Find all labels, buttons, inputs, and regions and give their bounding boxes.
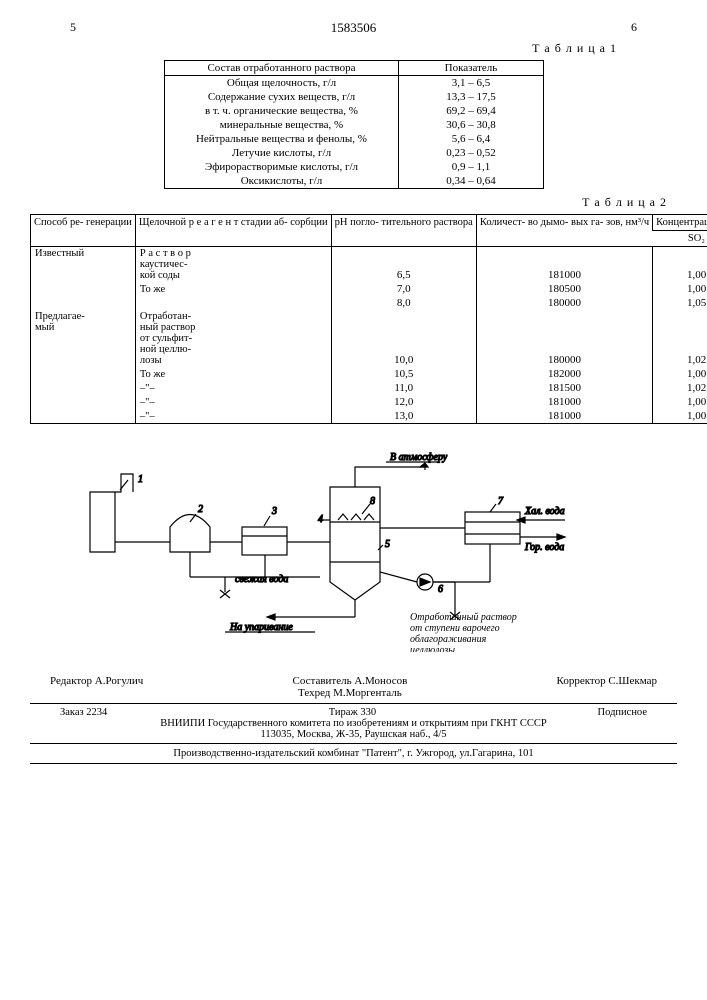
page-right: 6 bbox=[631, 20, 637, 35]
table-row: То же10,51820001,000,2498,898,7 bbox=[31, 367, 707, 381]
t1-row-label: Оксикислоты, г/л bbox=[164, 174, 399, 189]
t2h-c4: Количест- во дымо- вых га- зов, нм³/ч bbox=[476, 215, 652, 247]
svg-text:Гор. вода: Гор. вода bbox=[524, 542, 564, 553]
svg-text:Отработанный раствор: Отработанный раствор bbox=[410, 612, 517, 623]
t1-row-label: в т. ч. органические вещества, % bbox=[164, 104, 399, 118]
table2-title: Т а б л и ц а 2 bbox=[30, 195, 667, 210]
svg-text:свежая вода: свежая вода bbox=[235, 574, 288, 585]
t1-row-label: Содержание сухих веществ, г/л bbox=[164, 90, 399, 104]
t2h-c5: Концентрация в дымо- вых газах, г/м³ bbox=[653, 215, 707, 231]
t1-row-label: Летучие кислоты, г/л bbox=[164, 146, 399, 160]
sub: Подписное bbox=[598, 707, 647, 718]
process-diagram: 1 2 3 свежая вода 4 5 8 В а bbox=[70, 442, 677, 655]
table-row: ИзвестныйР а с т в о ркаустичес-кой соды… bbox=[31, 247, 707, 283]
patent-number: 1583506 bbox=[331, 20, 377, 36]
order: Заказ 2234 bbox=[60, 707, 107, 718]
svg-text:от ступени варочего: от ступени варочего bbox=[410, 623, 500, 634]
corrector: Корректор С.Шекмар bbox=[557, 675, 657, 699]
printer: Производственно-издательский комбинат "П… bbox=[30, 744, 677, 764]
t1-row-value: 13,3 – 17,5 bbox=[399, 90, 543, 104]
t1-row-value: 0,9 – 1,1 bbox=[399, 160, 543, 174]
t2h-c5a: SO₂ bbox=[653, 231, 707, 247]
svg-text:7: 7 bbox=[498, 496, 504, 507]
org: ВНИИПИ Государственного комитета по изоб… bbox=[30, 718, 677, 729]
svg-text:2: 2 bbox=[198, 504, 203, 515]
t1-row-label: Нейтральные вещества и фенолы, % bbox=[164, 132, 399, 146]
svg-text:8: 8 bbox=[370, 496, 375, 507]
t1-row-value: 0,23 – 0,52 bbox=[399, 146, 543, 160]
t1-row-value: 0,34 – 0,64 bbox=[399, 174, 543, 189]
t1-row-value: 30,6 – 30,8 bbox=[399, 118, 543, 132]
t1-row-label: Эфирорастворимые кислоты, г/л bbox=[164, 160, 399, 174]
t1-row-value: 5,6 – 6,4 bbox=[399, 132, 543, 146]
composer: Составитель А.Моносов bbox=[293, 675, 408, 687]
svg-text:На упаривание: На упаривание bbox=[229, 622, 293, 633]
svg-text:облагораживания: облагораживания bbox=[410, 634, 487, 645]
svg-text:1: 1 bbox=[138, 474, 143, 485]
svg-text:6: 6 bbox=[438, 584, 443, 595]
t2h-c3: pH погло- тительного раствора bbox=[331, 215, 476, 247]
svg-text:В атмосферу: В атмосферу bbox=[390, 452, 448, 463]
table1: Состав отработанного раствора Показатель… bbox=[164, 60, 544, 189]
t1-row-value: 69,2 – 69,4 bbox=[399, 104, 543, 118]
svg-text:Хал. вода: Хал. вода bbox=[524, 506, 565, 517]
svg-text:целлюлозы: целлюлозы bbox=[410, 645, 455, 652]
table-row: –"–11,01815001,020,2599,598,9 bbox=[31, 381, 707, 395]
table2: Способ ре- генерации Щелочной р е а г е … bbox=[30, 214, 707, 424]
table1-title: Т а б л и ц а 1 bbox=[30, 41, 617, 56]
t2h-c1: Способ ре- генерации bbox=[31, 215, 136, 247]
t1-row-value: 3,1 – 6,5 bbox=[399, 76, 543, 91]
t1-row-label: Общая щелочность, г/л bbox=[164, 76, 399, 91]
svg-text:5: 5 bbox=[385, 539, 390, 550]
tirage: Тираж 330 bbox=[329, 707, 376, 718]
t1-header-left: Состав отработанного раствора bbox=[164, 61, 399, 76]
techred: Техред М.Моргенталь bbox=[298, 687, 402, 699]
table-row: –"–12,01810001,000,2599,598,9 bbox=[31, 395, 707, 409]
footer: Редактор А.Рогулич Составитель А.Моносов… bbox=[30, 675, 677, 764]
table-row: Предлагае-мыйОтработан-ный растворот сул… bbox=[31, 310, 707, 367]
t2h-c2: Щелочной р е а г е н т стадии аб- сорбци… bbox=[135, 215, 331, 247]
page-numbers: 5 1583506 6 bbox=[70, 20, 637, 35]
t1-row-label: минеральные вещества, % bbox=[164, 118, 399, 132]
editor: Редактор А.Рогулич bbox=[50, 675, 143, 699]
svg-text:3: 3 bbox=[271, 506, 277, 517]
table-row: 8,01800001,050,259585 bbox=[31, 296, 707, 310]
addr: 113035, Москва, Ж-35, Раушская наб., 4/5 bbox=[30, 729, 677, 740]
table-row: То же7,01805001,000,259790 bbox=[31, 282, 707, 296]
page-left: 5 bbox=[70, 20, 76, 35]
t1-header-right: Показатель bbox=[399, 61, 543, 76]
table-row: –"–13,01810001,000,2599,298,0 bbox=[31, 409, 707, 424]
